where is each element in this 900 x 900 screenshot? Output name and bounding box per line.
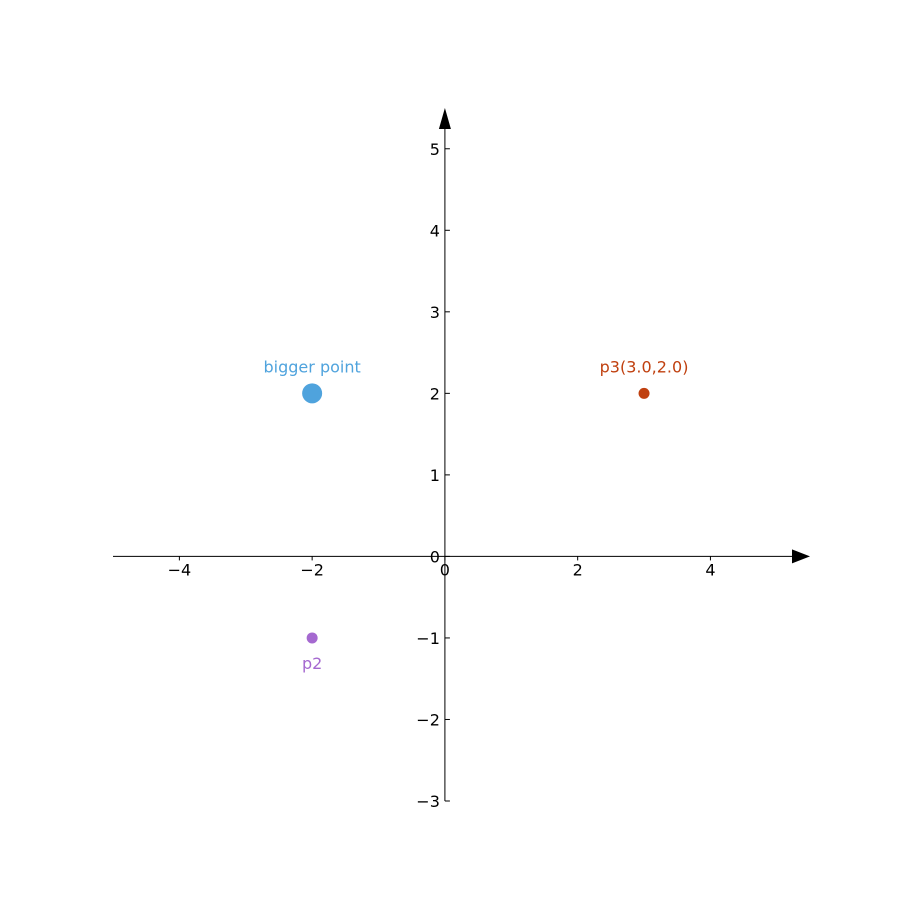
- y-tick-label: 0: [430, 547, 440, 566]
- y-axis-arrow: [438, 108, 451, 129]
- y-tick-label: −3: [416, 792, 440, 811]
- data-point: [638, 387, 650, 399]
- x-tick-label: −4: [168, 560, 192, 579]
- y-tick-label: 3: [430, 303, 440, 322]
- x-ticks: −4 −2 0 2 4: [168, 556, 716, 579]
- x-tick-label: 0: [440, 560, 450, 579]
- y-tick-label: 2: [430, 384, 440, 403]
- y-tick-label: −1: [416, 629, 440, 648]
- points: bigger point p2 p3(3.0,2.0): [264, 357, 689, 673]
- y-tick-label: 1: [430, 466, 440, 485]
- x-axis-arrow: [792, 549, 810, 564]
- data-point: [306, 632, 318, 644]
- axes: [113, 108, 810, 801]
- point-label: bigger point: [264, 357, 361, 376]
- x-tick-label: −2: [300, 560, 324, 579]
- point-label: p3(3.0,2.0): [600, 357, 689, 376]
- y-ticks: −3 −2 −1 0 1 2 3 4 5: [416, 140, 450, 811]
- data-point: [302, 383, 323, 404]
- y-tick-label: 5: [430, 140, 440, 159]
- y-tick-label: 4: [430, 221, 440, 240]
- x-tick-label: 4: [705, 560, 715, 579]
- point-label: p2: [302, 654, 322, 673]
- x-tick-label: 2: [573, 560, 583, 579]
- y-tick-label: −2: [416, 710, 440, 729]
